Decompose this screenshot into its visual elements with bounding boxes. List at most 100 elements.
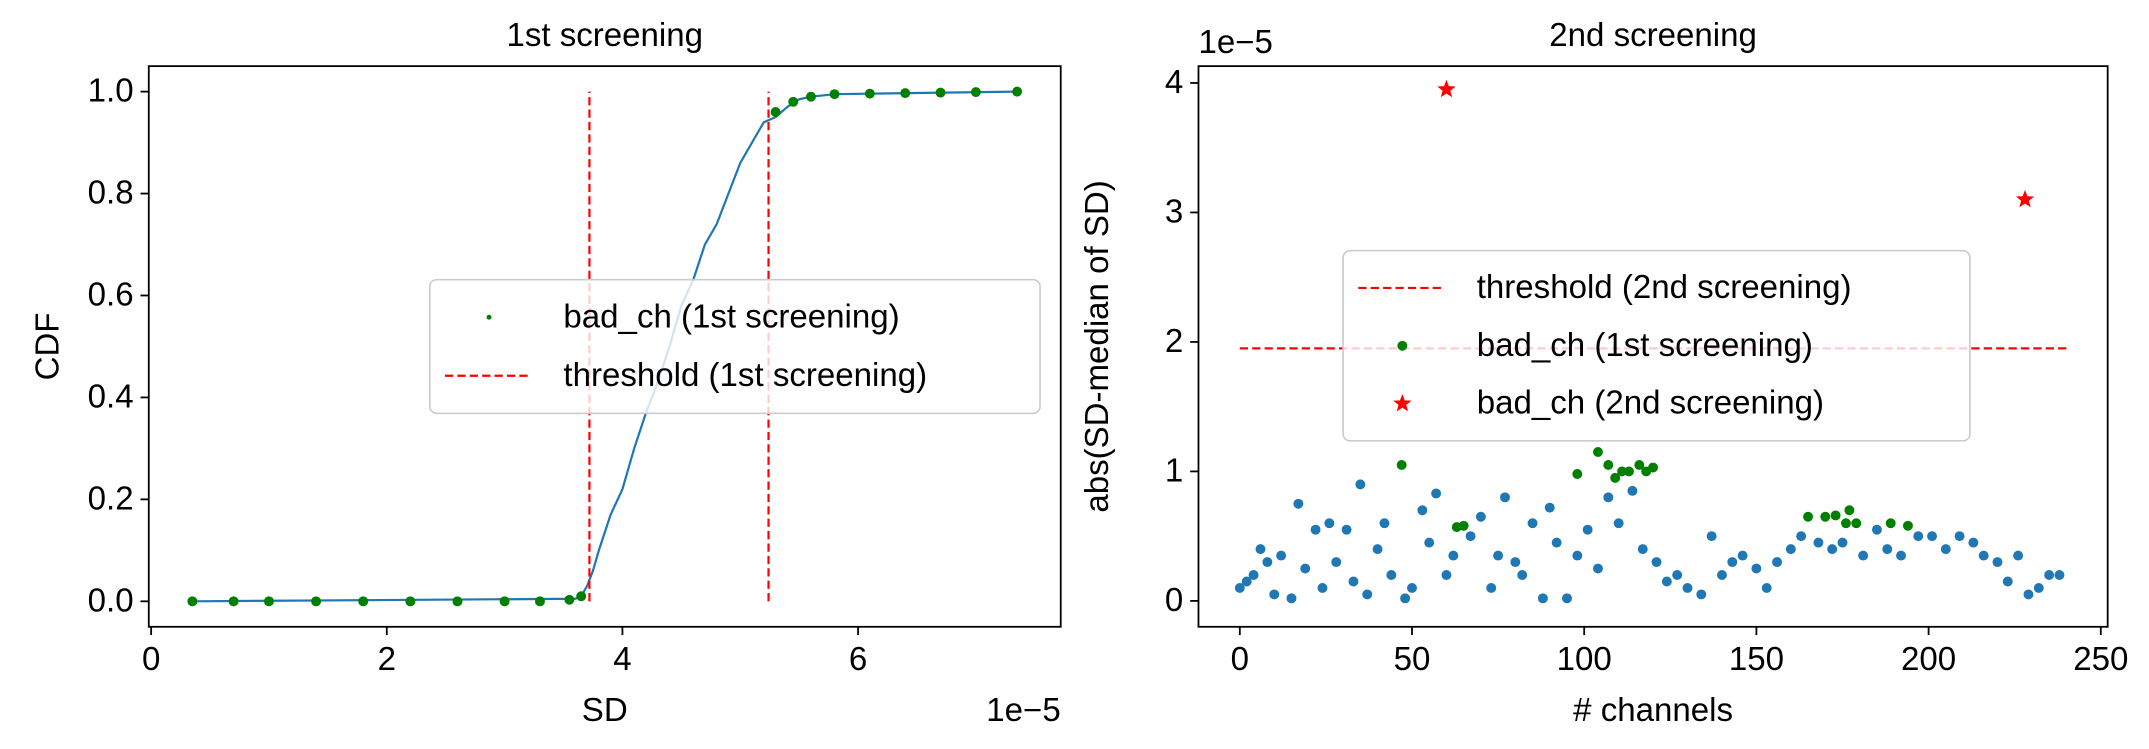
dot-point xyxy=(1840,518,1851,529)
x-tick-label: 0 xyxy=(142,641,160,678)
dot-point xyxy=(1551,537,1562,548)
dot-point xyxy=(1331,557,1342,568)
dot-point xyxy=(1603,459,1614,470)
dot-point xyxy=(864,88,875,99)
y-axis-label: CDF xyxy=(29,313,66,381)
dot-point xyxy=(805,91,816,102)
chart-title: 2nd screening xyxy=(1549,17,1757,54)
dot-point xyxy=(1613,518,1624,529)
dot-point xyxy=(1727,557,1738,568)
legend: threshold (2nd screening) bad_ch (1st scr… xyxy=(1342,249,1971,442)
x-offset-label: 1e−5 xyxy=(986,692,1060,729)
dot-point xyxy=(1248,570,1259,580)
legend-label: threshold (1st screening) xyxy=(563,357,927,394)
y-tick-label: 0.8 xyxy=(88,175,134,212)
dot-point xyxy=(1593,563,1603,574)
dot-point xyxy=(1716,570,1727,580)
star-point xyxy=(2015,189,2035,208)
dot-point xyxy=(1544,502,1555,513)
dot-point xyxy=(1830,510,1841,521)
dot-point xyxy=(1234,582,1245,593)
dot-point xyxy=(1882,544,1893,555)
dot-point xyxy=(1761,582,1772,593)
dot-point xyxy=(1493,550,1504,561)
x-tick-label: 4 xyxy=(613,641,631,678)
dot-point xyxy=(1475,511,1486,522)
dot-point xyxy=(1785,544,1796,555)
dot-point xyxy=(770,107,781,117)
dot-point xyxy=(1510,557,1521,568)
dot-point xyxy=(1737,550,1748,561)
dot-point xyxy=(1324,518,1335,529)
dot-point xyxy=(1796,531,1807,542)
legend-box xyxy=(1342,249,1971,442)
dot-point xyxy=(2023,589,2034,600)
y-tick-label: 3 xyxy=(1165,194,1183,231)
y-tick-label: 1 xyxy=(1165,453,1183,490)
dot-point xyxy=(1696,589,1707,600)
dot-point xyxy=(1820,511,1831,522)
dot-point xyxy=(1431,488,1442,499)
dot-point xyxy=(1486,582,1497,593)
y-tick-label: 2 xyxy=(1165,323,1183,360)
chart-title: 1st screening xyxy=(506,17,703,54)
dot-point xyxy=(452,596,463,607)
dot-point xyxy=(1978,550,1989,561)
dot-point xyxy=(1751,563,1762,574)
x-tick-label: 150 xyxy=(1729,641,1784,678)
x-tick-label: 250 xyxy=(2073,641,2128,678)
dot-point xyxy=(1572,469,1583,479)
x-tick-label: 100 xyxy=(1557,641,1612,678)
dot-point xyxy=(1913,531,1924,542)
dot-point xyxy=(1300,563,1311,574)
dot-point xyxy=(1379,518,1390,529)
dot-point xyxy=(1255,544,1266,555)
dot-point xyxy=(1617,466,1628,477)
dot-point xyxy=(358,596,369,607)
dot-point xyxy=(2044,570,2055,580)
legend-label: bad_ch (2nd screening) xyxy=(1477,385,1824,422)
y-tick-label: 0.6 xyxy=(88,277,134,314)
x-tick-label: 2 xyxy=(378,641,396,678)
dot-point xyxy=(1424,537,1435,548)
dot-point xyxy=(1355,479,1366,490)
dot-point xyxy=(1362,589,1373,600)
subplot: 2nd screening # channels abs(SD-median of … xyxy=(1079,17,2128,729)
dot-point xyxy=(1651,557,1662,568)
dot-point xyxy=(1992,557,2003,568)
dot-point xyxy=(534,596,545,607)
dot-point xyxy=(1500,492,1510,503)
y-tick-label: 4 xyxy=(1165,64,1183,101)
dot-point xyxy=(1562,593,1572,604)
dot-point xyxy=(1772,557,1783,568)
dot-point xyxy=(1827,544,1838,555)
dot-point xyxy=(1672,570,1683,580)
legend-box xyxy=(428,278,1041,415)
dot-point xyxy=(1012,86,1023,97)
dot-point xyxy=(829,89,840,100)
dot-point xyxy=(2054,570,2065,580)
subplot: 1st screening SD CDF 1e−5 0 2 4 6 0.0 0.2 0.4 0.6 0.… xyxy=(29,17,1062,729)
legend-dot xyxy=(1397,340,1408,351)
dot-point xyxy=(1396,459,1407,470)
axes-frame xyxy=(1197,65,2109,628)
y-axis-label: abs(SD-median of SD) xyxy=(1079,180,1116,512)
dot-point xyxy=(311,596,322,607)
dot-point xyxy=(1310,524,1321,535)
dot-point xyxy=(1582,524,1593,535)
dot-point xyxy=(1537,593,1548,604)
dot-point xyxy=(1627,485,1638,496)
dot-point xyxy=(576,591,587,602)
dot-point xyxy=(2033,582,2044,593)
dot-point xyxy=(1902,520,1913,531)
dot-point xyxy=(1968,537,1979,548)
dot-point xyxy=(1262,557,1273,568)
x-tick-label: 50 xyxy=(1394,641,1431,678)
x-tick-label: 200 xyxy=(1901,641,1956,678)
dot-point xyxy=(1348,576,1359,587)
legend-label: bad_ch (1st screening) xyxy=(563,298,899,335)
y-tick-label: 1.0 xyxy=(88,73,134,110)
dot-point xyxy=(1844,505,1855,516)
dot-point xyxy=(1458,520,1469,531)
star-point xyxy=(1437,79,1456,98)
